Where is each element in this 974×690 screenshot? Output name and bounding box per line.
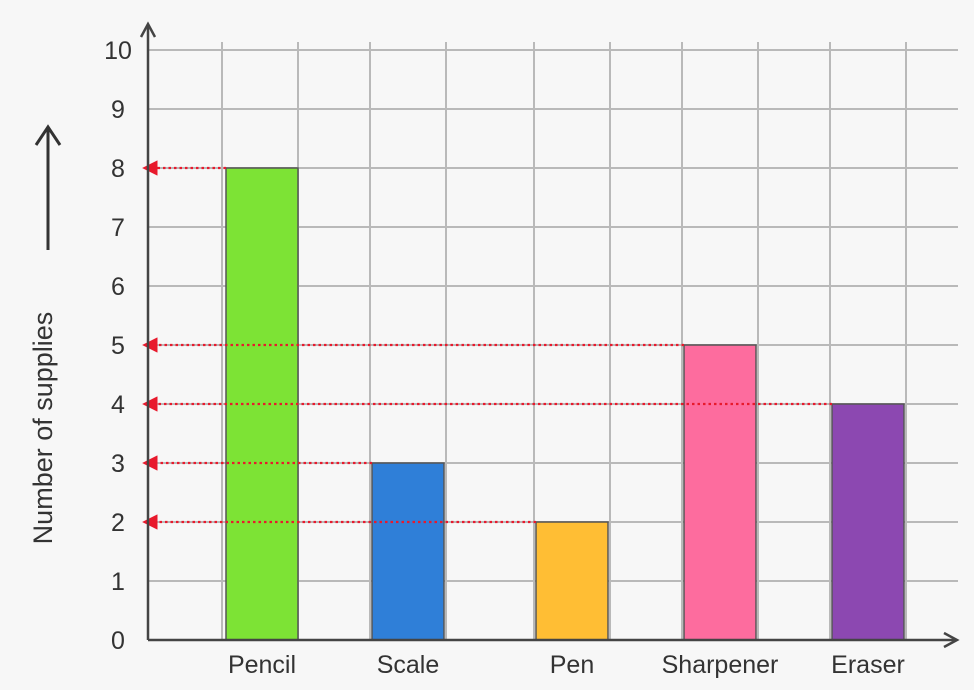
axes [139,21,960,649]
y-axis-title-arrow [34,124,62,250]
x-tick-label: Sharpener [662,651,779,679]
x-tick-label: Scale [377,651,440,679]
x-axis-arrowhead [943,631,960,649]
y-tick-label: 3 [111,450,125,478]
y-tick-label: 6 [111,273,125,301]
y-tick-label: 7 [111,214,125,242]
bar-pen [535,521,609,641]
x-tick-label: Pen [550,651,594,679]
bar-sharpener [683,344,757,641]
bars [225,167,905,641]
y-tick-label: 10 [104,37,132,65]
y-axis-title: Number of supplies [28,312,58,545]
y-tick-label: 9 [111,96,125,124]
y-tick-label: 5 [111,332,125,360]
y-tick-label: 8 [111,155,125,183]
value-guides [142,160,832,530]
x-tick-labels: Pencil Scale Pen Sharpener Eraser [228,651,905,679]
x-tick-label: Pencil [228,651,296,679]
y-tick-label: 4 [111,391,125,419]
y-tick-label: 2 [111,509,125,537]
bar-scale [371,462,445,641]
bar-eraser [831,403,905,641]
y-tick-label: 0 [111,627,125,655]
y-tick-labels: 0 1 2 3 4 5 6 7 8 9 10 [104,37,132,655]
y-axis-arrowhead [139,21,157,38]
y-tick-label: 1 [111,568,125,596]
y-axis-title-group: Number of supplies [28,124,62,545]
x-tick-label: Eraser [831,651,905,679]
